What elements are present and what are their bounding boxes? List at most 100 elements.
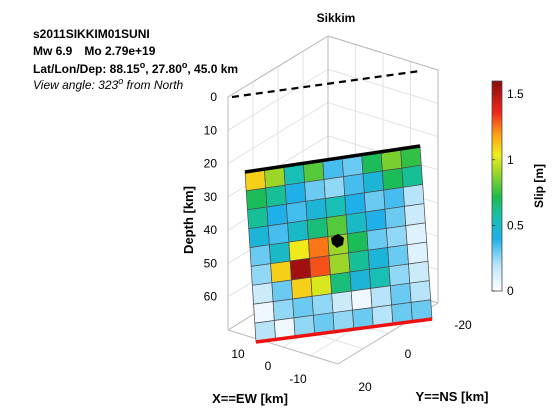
colorbar-tick-label: 0 xyxy=(507,284,514,298)
fault-cell xyxy=(369,266,391,289)
fault-cell xyxy=(330,271,352,295)
fault-cell xyxy=(389,282,412,306)
fault-cell xyxy=(270,260,292,284)
depth-tick-label: 40 xyxy=(204,223,218,237)
depth-tick-label: 60 xyxy=(204,290,218,304)
fault-cell xyxy=(404,203,426,226)
fault-cell xyxy=(271,279,293,302)
ns-tick-label: 20 xyxy=(358,380,372,394)
depth-tick-label: 20 xyxy=(204,157,218,171)
location-line: Lat/Lon/Dep: 88.15o, 27.80o, 45.0 km xyxy=(33,60,238,76)
fault-cell xyxy=(402,183,425,207)
fault-cell xyxy=(289,257,312,281)
ns-tick-label: -20 xyxy=(454,318,472,332)
colorbar-label: Slip [m] xyxy=(532,164,546,208)
ns-tick-label: 0 xyxy=(405,347,412,361)
fault-cell xyxy=(267,222,290,246)
magnitude-line: Mw 6.9 Mo 2.79e+19 xyxy=(33,44,156,58)
fault-cell xyxy=(288,238,310,262)
fault-cell xyxy=(287,219,309,243)
fault-cell xyxy=(253,301,275,324)
fault-cell xyxy=(347,230,369,254)
fault-cell xyxy=(311,293,334,316)
fault-cell xyxy=(383,186,405,210)
fault-cell xyxy=(265,184,287,208)
fault-cell xyxy=(385,225,408,248)
fault-cell xyxy=(348,249,370,273)
fault-cell xyxy=(409,280,432,303)
fault-cell xyxy=(365,208,387,232)
view-suffix: from North xyxy=(123,78,183,92)
magnitude: Mw 6.9 xyxy=(33,44,73,58)
degree-mark: o xyxy=(182,60,188,70)
fault-cell xyxy=(292,295,314,319)
fault-cell xyxy=(250,263,273,286)
fault-cell xyxy=(245,187,268,211)
ew-ticks: 10 0 -10 xyxy=(231,347,307,386)
fault-cell xyxy=(272,298,295,321)
fault-cell xyxy=(306,217,329,240)
fault-cell xyxy=(363,189,386,213)
view-prefix: View angle: 323 xyxy=(33,78,119,92)
fault-cell xyxy=(345,211,368,235)
degree-mark: o xyxy=(118,76,123,86)
colorbar-tick-label: 1.5 xyxy=(507,87,524,101)
ew-tick-label: 0 xyxy=(265,359,272,373)
fault-cell xyxy=(309,255,331,278)
fault-bottom-edge xyxy=(255,317,433,344)
fault-cell xyxy=(284,181,307,205)
colorbar-ticks: 0 0.5 1 1.5 xyxy=(492,87,524,298)
chart-title: Sikkim xyxy=(317,11,356,25)
fault-cell xyxy=(405,222,428,246)
depth-tick-label: 50 xyxy=(204,256,218,270)
fault-cell xyxy=(406,241,429,265)
ew-axis-label: X==EW [km] xyxy=(212,391,288,406)
fault-cell xyxy=(304,179,326,202)
moment: Mo 2.79e+19 xyxy=(84,44,155,58)
ns-axis-label: Y==NS [km] xyxy=(416,389,489,404)
ew-tick-label: 10 xyxy=(231,347,245,361)
view-angle-line: View angle: 323o from North xyxy=(33,76,184,92)
fault-plane xyxy=(244,145,433,343)
fault-cell xyxy=(269,241,291,265)
fault-cell xyxy=(366,228,389,251)
fault-cell xyxy=(388,263,411,287)
depth-tick-label: 0 xyxy=(210,90,217,104)
fault-cell xyxy=(367,247,390,270)
fault-cell xyxy=(344,192,366,216)
fault-cell xyxy=(291,276,313,300)
fault-cell xyxy=(323,176,346,199)
depth-tick-label: 10 xyxy=(204,123,218,137)
fault-cell xyxy=(328,252,351,276)
fault-cell xyxy=(331,290,353,314)
fault-cell xyxy=(249,244,271,267)
fault-cell xyxy=(286,200,308,224)
location-suffix: , 45.0 km xyxy=(187,62,238,76)
colorbar-tick-label: 0.5 xyxy=(507,218,524,232)
fault-cell xyxy=(382,167,404,191)
fault-cell xyxy=(310,274,333,297)
fault-cell xyxy=(326,214,348,237)
ns-ticks: -20 0 20 xyxy=(358,318,472,394)
fault-cell xyxy=(384,205,407,229)
fault-cell xyxy=(305,198,327,221)
fault-cell xyxy=(248,225,270,249)
depth-axis-label: Depth [km] xyxy=(181,186,196,254)
fault-cell xyxy=(370,285,392,308)
fault-cell xyxy=(387,244,409,268)
fault-top-edge xyxy=(244,144,421,174)
fault-cell xyxy=(349,268,372,292)
fault-cell xyxy=(343,173,365,197)
fault-cell xyxy=(247,206,269,230)
fault-cell xyxy=(362,170,385,194)
location-prefix: Lat/Lon/Dep: 88.15 xyxy=(33,62,140,76)
depth-tick-label: 30 xyxy=(204,190,218,204)
fault-cell xyxy=(251,282,274,305)
degree-mark: o xyxy=(140,60,146,70)
fault-cell xyxy=(401,164,424,188)
fault-cell xyxy=(308,236,330,259)
location-lat: , 27.80 xyxy=(145,62,182,76)
depth-ticks: 0 10 20 30 40 50 60 xyxy=(204,90,218,304)
fault-cell xyxy=(324,195,347,219)
hypocenter-marker xyxy=(331,233,344,248)
